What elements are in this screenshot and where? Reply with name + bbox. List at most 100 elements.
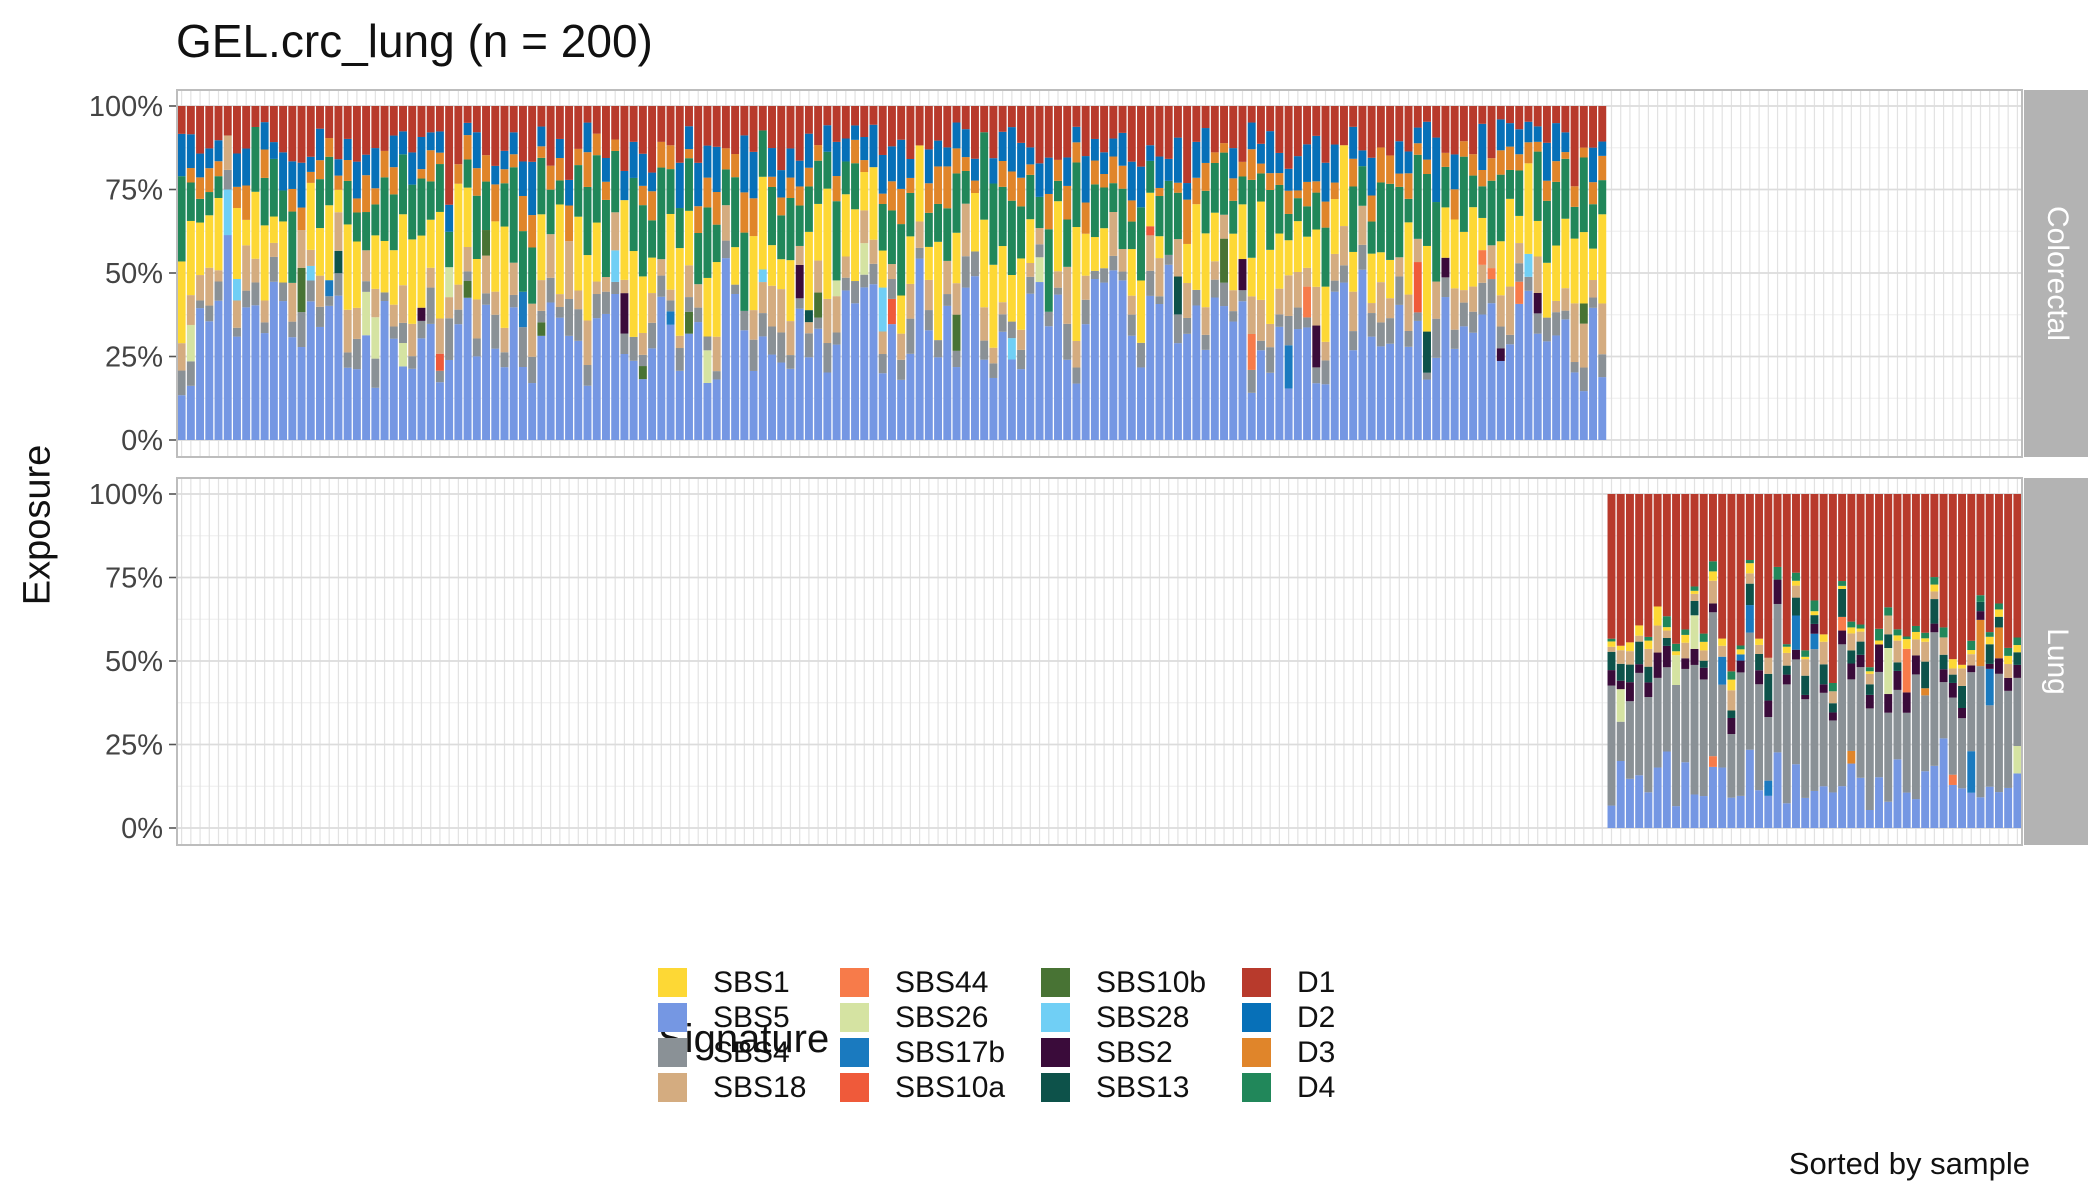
bar-sample-98	[1072, 106, 1081, 440]
bar-segment-sbs44	[1948, 774, 1957, 785]
bar-segment-d4	[1662, 616, 1671, 628]
bar-segment-d3	[482, 155, 491, 182]
bar-segment-sbs18	[399, 285, 407, 323]
bar-segment-d1	[2013, 494, 2022, 638]
bar-segment-d3	[1312, 181, 1321, 193]
bar-segment-sbs2	[1911, 655, 1920, 675]
bar-segment-sbs5	[989, 377, 998, 440]
bar-segment-sbs1	[731, 247, 740, 285]
legend-item-d4: D4	[1242, 1071, 1442, 1108]
bar-segment-sbs5	[1542, 341, 1551, 440]
bar-segment-d4	[731, 177, 740, 248]
bar-sample-106	[1146, 106, 1155, 440]
bar-segment-d3	[1598, 155, 1607, 181]
bar-segment-sbs18	[1865, 673, 1874, 685]
bar-segment-sbs4	[629, 336, 638, 361]
bar-sample-123	[1303, 106, 1312, 440]
bar-segment-sbs4	[1109, 255, 1118, 271]
bar-segment-d3	[1275, 173, 1284, 185]
bar-sample-9	[251, 106, 260, 440]
bar-segment-d3	[1072, 142, 1081, 163]
bar-segment-d1	[1616, 494, 1625, 646]
bar-segment-d2	[1192, 141, 1201, 178]
bar-segment-sbs18	[1404, 294, 1413, 331]
bar-segment-sbs18	[1690, 593, 1699, 601]
bar-segment-sbs1	[435, 211, 444, 319]
bar-segment-d3	[786, 177, 795, 199]
bar-segment-d1	[1035, 106, 1044, 164]
bar-segment-d3	[1459, 141, 1468, 157]
bar-segment-d1	[435, 106, 444, 132]
bar-sample-36	[500, 106, 509, 440]
bar-segment-d3	[316, 160, 324, 180]
bar-segment-sbs4	[814, 317, 823, 329]
bar-segment-d1	[325, 106, 334, 139]
bar-segment-d1	[186, 106, 195, 135]
bar-segment-d2	[408, 152, 417, 185]
bar-segment-sbs1	[214, 197, 223, 271]
bar-segment-sbs4	[1358, 244, 1367, 270]
bar-sample-143	[1487, 106, 1496, 440]
bar-segment-d4	[1478, 186, 1487, 218]
bar-segment-d3	[998, 161, 1007, 187]
bar-segment-d2	[1017, 142, 1026, 178]
bar-segment-d4	[509, 167, 518, 263]
bar-sample-37	[509, 106, 518, 440]
bar-segment-d4	[1367, 221, 1376, 254]
bar-sample-96	[1054, 106, 1062, 440]
bar-segment-d1	[1349, 106, 1358, 127]
bar-segment-d4	[288, 211, 297, 283]
bar-sample-154	[1589, 106, 1598, 440]
bar-segment-d3	[242, 185, 251, 220]
bar-segment-sbs28	[611, 250, 620, 282]
bar-segment-sbs2	[1533, 292, 1542, 314]
bar-segment-d2	[924, 149, 933, 184]
bar-segment-sbs5	[620, 354, 629, 440]
bar-segment-sbs4	[1044, 311, 1053, 327]
bar-segment-d4	[952, 173, 961, 233]
bar-segment-d1	[1561, 106, 1570, 133]
bar-sample-4	[205, 106, 214, 440]
bar-segment-sbs1	[1865, 671, 1874, 674]
bar-sample-157	[1616, 494, 1625, 828]
bar-segment-d2	[186, 134, 195, 169]
bar-segment-d1	[1220, 106, 1229, 144]
bar-segment-sbs2	[1792, 649, 1800, 660]
bar-segment-sbs5	[1155, 304, 1164, 440]
bar-segment-d4	[1487, 180, 1496, 246]
bar-segment-sbs5	[869, 284, 878, 440]
bar-segment-sbs4	[1201, 334, 1210, 350]
bar-segment-sbs17b	[325, 280, 334, 297]
legend-label: SBS2	[1096, 1036, 1173, 1069]
bar-segment-d4	[1967, 640, 1976, 651]
bar-segment-sbs4	[1459, 302, 1468, 327]
bar-segment-sbs18	[721, 205, 730, 241]
bar-segment-sbs26	[1616, 689, 1625, 722]
bar-segment-d1	[1515, 106, 1524, 130]
bar-sample-183	[1856, 494, 1865, 828]
bar-segment-sbs5	[1570, 372, 1579, 440]
bar-segment-d3	[814, 145, 823, 161]
legend-label: SBS18	[713, 1071, 807, 1104]
bar-segment-sbs5	[1690, 794, 1699, 828]
bar-segment-sbs26	[445, 267, 454, 298]
bar-segment-sbs18	[288, 282, 297, 322]
bar-sample-162	[1662, 494, 1671, 828]
bar-segment-d1	[1137, 106, 1145, 167]
bar-segment-d4	[961, 170, 970, 204]
bar-segment-d1	[1810, 494, 1819, 601]
bar-segment-sbs18	[251, 258, 260, 283]
bar-segment-sbs1	[1644, 640, 1653, 649]
bar-segment-d1	[961, 106, 970, 130]
bar-sample-176	[1792, 494, 1800, 828]
bar-segment-d1	[1672, 494, 1681, 644]
bar-sample-68	[795, 106, 804, 440]
bar-sample-64	[758, 106, 767, 440]
bar-segment-d1	[648, 106, 657, 173]
bar-segment-sbs18	[1653, 625, 1662, 653]
bar-segment-sbs18	[1662, 630, 1671, 638]
bar-segment-sbs5	[758, 336, 767, 440]
bar-segment-sbs18	[768, 285, 776, 327]
bar-segment-sbs4	[463, 271, 472, 281]
bar-segment-d3	[297, 207, 306, 231]
